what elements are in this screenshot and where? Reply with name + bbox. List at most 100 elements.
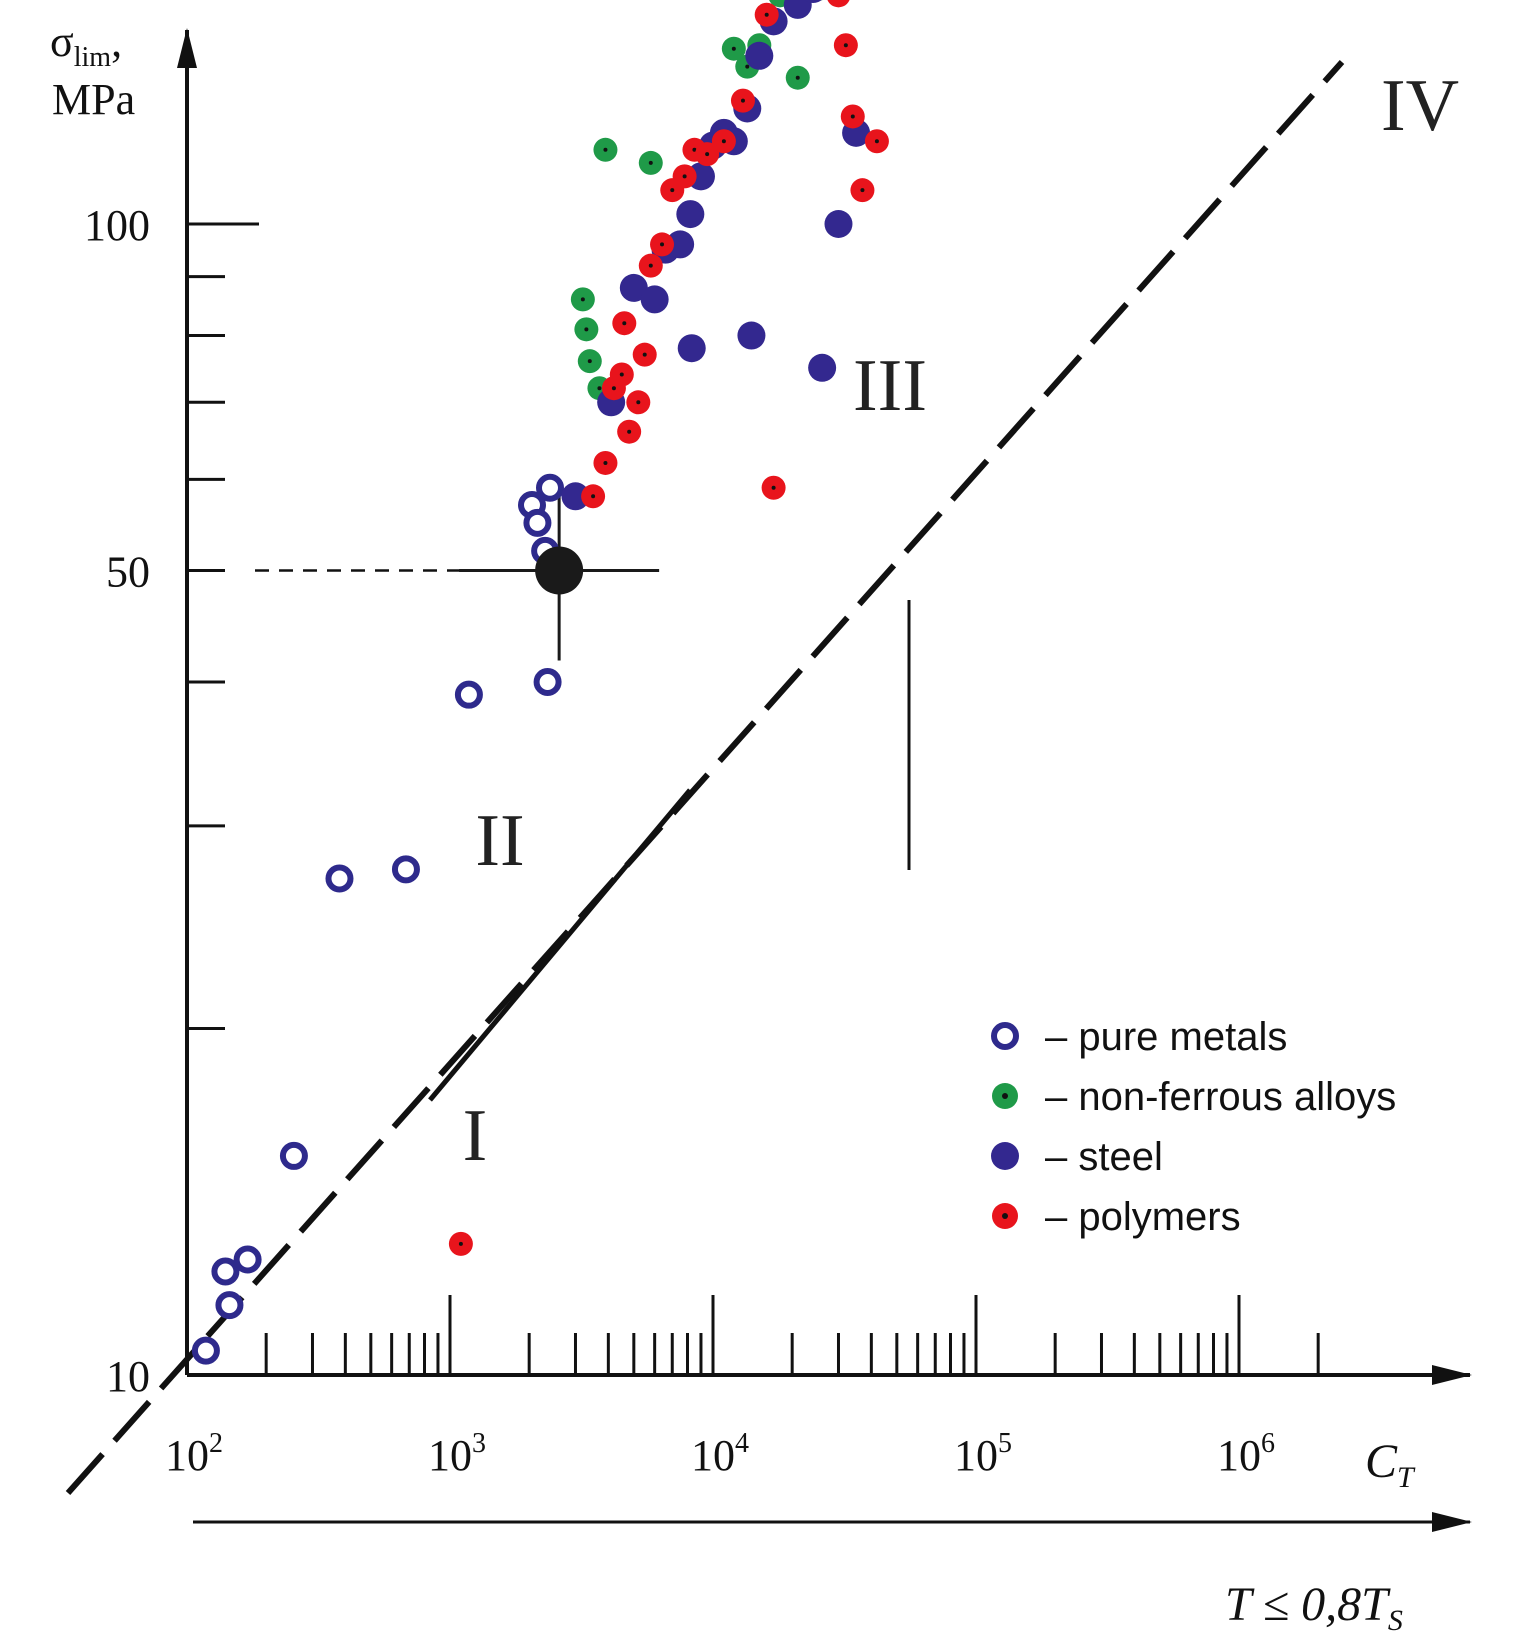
non-ferrous-point-center bbox=[603, 147, 608, 152]
x-axis-label-sub: T bbox=[1397, 1461, 1416, 1494]
steel-point bbox=[677, 334, 706, 363]
x-tick-base: 10 bbox=[1217, 1431, 1261, 1480]
transition-markers bbox=[459, 480, 911, 870]
pure-metal-point bbox=[454, 680, 483, 709]
polymer-point-center bbox=[843, 43, 848, 48]
polymer-point-center bbox=[740, 98, 745, 103]
legend-label: – non-ferrous alloys bbox=[1045, 1075, 1396, 1119]
y-axis-label: σlim, bbox=[50, 17, 122, 73]
legend-item-non_ferrous: – non-ferrous alloys bbox=[992, 1075, 1396, 1119]
polymer-point-center bbox=[648, 263, 653, 268]
region-label-I: I bbox=[463, 1095, 488, 1177]
non-ferrous-point-center bbox=[584, 327, 589, 332]
pure-metal-point bbox=[535, 473, 564, 502]
transition-dots bbox=[535, 546, 584, 595]
x-tick-exponent: 2 bbox=[209, 1428, 223, 1459]
steel-point bbox=[666, 230, 695, 259]
pure-metal-point bbox=[533, 668, 562, 697]
x-tick-label: 103 bbox=[428, 1428, 486, 1480]
pure-metal-point bbox=[211, 1257, 240, 1286]
steel-point bbox=[640, 285, 669, 314]
polymer-point-center bbox=[682, 174, 687, 179]
steel-point bbox=[745, 41, 774, 70]
pure-metal-point bbox=[233, 1245, 262, 1274]
x-tick-base: 10 bbox=[954, 1431, 998, 1480]
polymer-point-center bbox=[721, 139, 726, 144]
steel-point bbox=[676, 200, 705, 229]
x-axis-label: CT bbox=[1365, 1435, 1416, 1494]
pure-metal-point bbox=[215, 1291, 244, 1320]
region-label-II: II bbox=[475, 800, 524, 882]
secondary-axis-label-sub: S bbox=[1388, 1604, 1403, 1637]
secondary-axis-label-main: T ≤ 0,8T bbox=[1225, 1578, 1391, 1631]
polymer-point-center bbox=[619, 372, 624, 377]
pure-metal-point bbox=[191, 1336, 220, 1365]
x-axis-label-main: C bbox=[1365, 1435, 1398, 1488]
polymer-point-center bbox=[764, 12, 769, 17]
legend-marker bbox=[991, 1142, 1019, 1170]
x-tick-base: 10 bbox=[165, 1431, 209, 1480]
data-points bbox=[191, 0, 889, 1365]
non-ferrous-point-center bbox=[745, 64, 750, 69]
x-tick-base: 10 bbox=[428, 1431, 472, 1480]
polymer-point-center bbox=[603, 460, 608, 465]
x-tick-labels: 102 103 104 105 106 bbox=[165, 1428, 1275, 1480]
legend-label: – pure metals bbox=[1045, 1015, 1287, 1059]
region-label-III: III bbox=[853, 345, 927, 427]
polymer-point-center bbox=[670, 188, 675, 193]
y-axis-subscript: lim bbox=[74, 42, 112, 73]
legend-label: – polymers bbox=[1045, 1195, 1241, 1239]
x-tick-exponent: 4 bbox=[735, 1428, 749, 1459]
steel-point bbox=[824, 210, 853, 238]
steel-point bbox=[737, 321, 766, 350]
x-tick-label: 105 bbox=[954, 1428, 1012, 1480]
polymer-point-center bbox=[611, 386, 616, 391]
polymer-point-center bbox=[622, 321, 627, 326]
legend-item-pure_metals: – pure metals bbox=[991, 1015, 1287, 1059]
pure-metal-point bbox=[523, 508, 552, 537]
y-tick-label: 100 bbox=[84, 201, 150, 250]
reference-dashed-line bbox=[65, 60, 1345, 1495]
x-tick-label: 102 bbox=[165, 1428, 223, 1480]
secondary-axis-label: T ≤ 0,8TS bbox=[1225, 1578, 1403, 1637]
polymer-point-center bbox=[458, 1241, 463, 1246]
polymer-point-center bbox=[642, 352, 647, 357]
polymer-point-center bbox=[627, 429, 632, 434]
polymer-point-center bbox=[874, 139, 879, 144]
y-tick-label: 10 bbox=[106, 1352, 150, 1401]
legend-marker-center bbox=[1002, 1093, 1008, 1099]
polymer-point bbox=[827, 0, 850, 8]
non-ferrous-point-center bbox=[597, 386, 602, 391]
legend: – pure metals – non-ferrous alloys – steel… bbox=[991, 1015, 1396, 1239]
steel-point bbox=[804, 0, 822, 4]
legend-marker bbox=[991, 1022, 1019, 1050]
non-ferrous-point-center bbox=[580, 297, 585, 302]
y-axis-symbol: σ bbox=[50, 17, 74, 66]
region-label-IV: IV bbox=[1381, 65, 1459, 147]
y-tick-label: 50 bbox=[106, 547, 150, 596]
polymer-point-center bbox=[850, 114, 855, 119]
steel-point bbox=[619, 273, 648, 302]
steel-point bbox=[783, 0, 812, 19]
pure-metal-point bbox=[325, 864, 354, 893]
non-ferrous-point-center bbox=[587, 359, 592, 364]
x-tick-base: 10 bbox=[691, 1431, 735, 1480]
x-tick-label: 104 bbox=[691, 1428, 749, 1480]
legend-item-polymers: – polymers bbox=[992, 1195, 1241, 1239]
polymer-point-center bbox=[860, 188, 865, 193]
non-ferrous-point-center bbox=[795, 75, 800, 80]
transition-dot bbox=[535, 546, 584, 595]
steel-point bbox=[561, 482, 590, 511]
axis-ticks bbox=[187, 222, 1320, 1375]
x-tick-exponent: 6 bbox=[1261, 1428, 1275, 1459]
reference-solid-segment bbox=[428, 788, 692, 1102]
polymer-point-center bbox=[692, 147, 697, 152]
legend-label: – steel bbox=[1045, 1135, 1163, 1179]
y-axis-unit: MPa bbox=[52, 75, 135, 124]
x-tick-exponent: 5 bbox=[998, 1428, 1012, 1459]
y-tick-labels: 10501003001000 bbox=[84, 201, 150, 1401]
legend-marker-center bbox=[1002, 1213, 1008, 1219]
pure-metal-point bbox=[279, 1141, 308, 1170]
polymer-point-center bbox=[636, 400, 641, 405]
